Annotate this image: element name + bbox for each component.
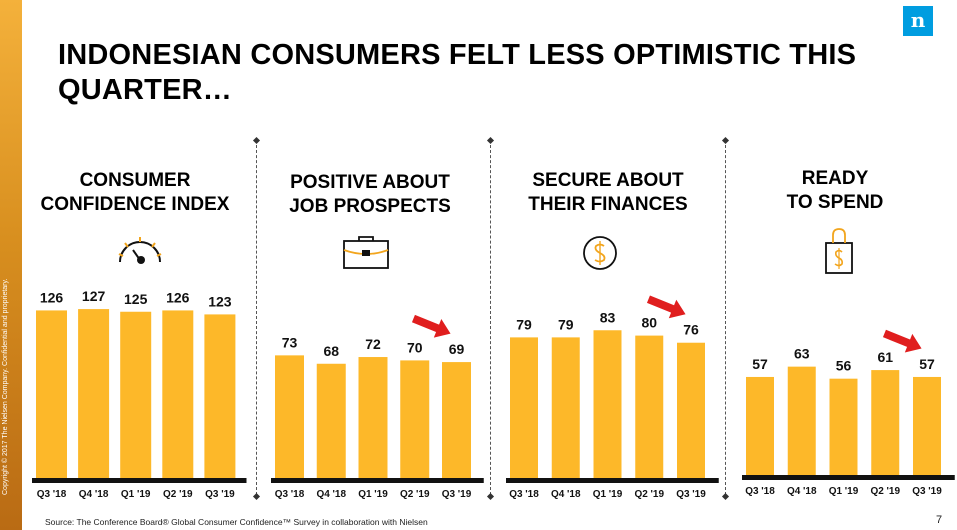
panel-title-spend: READY TO SPEND <box>786 168 884 213</box>
bar-spend <box>829 378 858 475</box>
data-label-jobs: 68 <box>323 343 339 359</box>
bar-spend <box>787 366 816 475</box>
bar-jobs <box>400 360 430 478</box>
bar-confidence <box>204 314 236 478</box>
panel-title-confidence: CONSUMER CONFIDENCE INDEX <box>40 170 230 215</box>
category-label-spend: Q3 '18 <box>745 486 775 497</box>
data-label-jobs: 69 <box>449 341 465 357</box>
data-label-spend: 56 <box>836 358 852 374</box>
category-label-jobs: Q3 '19 <box>442 489 472 500</box>
decline-arrow-icon <box>411 314 451 338</box>
category-label-spend: Q1 '19 <box>829 486 859 497</box>
nielsen-logo: n <box>903 6 933 36</box>
bar-jobs <box>442 362 471 478</box>
data-label-finances: 79 <box>516 316 532 332</box>
bar-confidence <box>162 310 194 478</box>
category-label-confidence: Q3 '18 <box>37 489 67 500</box>
bar-finances <box>593 330 622 478</box>
sidebar-stripe: Copyright © 2017 The Nielsen Company. Co… <box>0 0 22 530</box>
category-label-jobs: Q2 '19 <box>400 489 430 500</box>
category-label-spend: Q4 '18 <box>787 486 817 497</box>
baseline-spend <box>742 475 955 480</box>
category-label-finances: Q2 '19 <box>634 489 664 500</box>
bar-jobs <box>275 355 304 478</box>
category-label-confidence: Q4 '18 <box>79 489 109 500</box>
data-label-spend: 61 <box>877 349 893 365</box>
decline-arrow-shape <box>411 314 451 338</box>
panel-divider <box>256 140 257 495</box>
category-label-jobs: Q3 '18 <box>275 489 305 500</box>
copyright-text: Copyright © 2017 The Nielsen Company. Co… <box>2 278 9 495</box>
data-label-spend: 57 <box>752 356 768 372</box>
category-label-confidence: Q2 '19 <box>163 489 193 500</box>
baseline-jobs <box>271 478 484 483</box>
baseline-confidence <box>32 478 247 483</box>
bar-confidence <box>120 311 152 478</box>
category-label-confidence: Q3 '19 <box>205 489 235 500</box>
bar-jobs <box>316 363 346 478</box>
page-title: INDONESIAN CONSUMERS FELT LESS OPTIMISTI… <box>58 39 857 106</box>
data-label-finances: 76 <box>683 322 699 338</box>
data-label-confidence: 126 <box>40 289 64 305</box>
bar-spend <box>746 376 774 475</box>
briefcase-icon <box>343 236 389 269</box>
category-label-finances: Q1 '19 <box>593 489 623 500</box>
category-label-jobs: Q4 '18 <box>316 489 346 500</box>
bar-finances <box>510 337 538 478</box>
category-label-finances: Q3 '19 <box>676 489 706 500</box>
bar-spend <box>871 370 900 475</box>
data-label-finances: 83 <box>600 309 616 325</box>
decline-arrow-icon <box>646 295 686 319</box>
bar-finances <box>551 337 580 478</box>
category-label-finances: Q3 '18 <box>509 489 539 500</box>
bar-spend <box>913 376 941 475</box>
dollar-coin-icon <box>583 236 617 270</box>
data-label-spend: 63 <box>794 346 810 362</box>
panel-title-finances: SECURE ABOUT THEIR FINANCES <box>528 170 688 215</box>
data-label-finances: 80 <box>641 315 657 331</box>
data-label-finances: 79 <box>558 316 574 332</box>
bar-finances <box>635 335 664 478</box>
page-number: 7 <box>936 514 943 526</box>
bar-finances <box>677 342 705 478</box>
category-label-finances: Q4 '18 <box>551 489 581 500</box>
shopping-bag-icon <box>825 228 853 274</box>
speedometer-icon <box>118 237 162 264</box>
decline-arrow-icon <box>882 329 922 353</box>
data-label-jobs: 72 <box>365 336 381 352</box>
category-label-spend: Q3 '19 <box>912 486 942 497</box>
data-label-confidence: 126 <box>166 289 190 305</box>
baseline-finances <box>506 478 719 483</box>
source-note: Source: The Conference Board® Global Con… <box>45 517 428 527</box>
data-label-jobs: 70 <box>407 339 423 355</box>
decline-arrow-shape <box>882 329 922 353</box>
decline-arrow-shape <box>646 295 686 319</box>
panel-divider <box>725 140 726 495</box>
bar-confidence <box>78 309 110 478</box>
panel-divider <box>490 140 491 495</box>
data-label-confidence: 127 <box>82 288 106 304</box>
data-label-jobs: 73 <box>282 334 298 350</box>
category-label-spend: Q2 '19 <box>870 486 900 497</box>
data-label-spend: 57 <box>919 356 935 372</box>
category-label-confidence: Q1 '19 <box>121 489 151 500</box>
bar-confidence <box>36 310 67 478</box>
panel-title-job-prospects: POSITIVE ABOUT JOB PROSPECTS <box>289 172 451 217</box>
data-label-confidence: 123 <box>208 293 232 309</box>
category-label-jobs: Q1 '19 <box>358 489 388 500</box>
data-label-confidence: 125 <box>124 291 148 307</box>
bar-jobs <box>358 357 388 478</box>
